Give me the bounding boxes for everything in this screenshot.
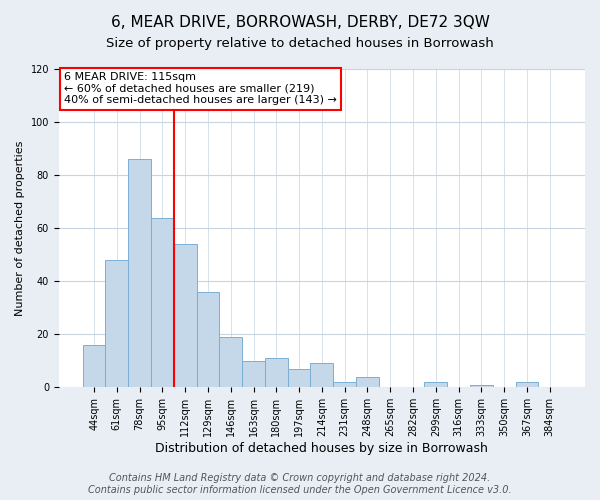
Bar — [106, 260, 128, 388]
Bar — [128, 159, 151, 388]
Bar — [265, 358, 288, 388]
Text: Size of property relative to detached houses in Borrowash: Size of property relative to detached ho… — [106, 38, 494, 51]
Bar — [83, 345, 106, 388]
Text: 6 MEAR DRIVE: 115sqm
← 60% of detached houses are smaller (219)
40% of semi-deta: 6 MEAR DRIVE: 115sqm ← 60% of detached h… — [64, 72, 337, 106]
Bar — [333, 382, 356, 388]
Text: 6, MEAR DRIVE, BORROWASH, DERBY, DE72 3QW: 6, MEAR DRIVE, BORROWASH, DERBY, DE72 3Q… — [110, 15, 490, 30]
Y-axis label: Number of detached properties: Number of detached properties — [15, 140, 25, 316]
Bar — [356, 376, 379, 388]
X-axis label: Distribution of detached houses by size in Borrowash: Distribution of detached houses by size … — [155, 442, 488, 455]
Bar — [470, 384, 493, 388]
Text: Contains HM Land Registry data © Crown copyright and database right 2024.
Contai: Contains HM Land Registry data © Crown c… — [88, 474, 512, 495]
Bar — [174, 244, 197, 388]
Bar — [151, 218, 174, 388]
Bar — [310, 364, 333, 388]
Bar — [242, 361, 265, 388]
Bar — [197, 292, 220, 388]
Bar — [288, 369, 310, 388]
Bar — [220, 337, 242, 388]
Bar — [515, 382, 538, 388]
Bar — [424, 382, 447, 388]
